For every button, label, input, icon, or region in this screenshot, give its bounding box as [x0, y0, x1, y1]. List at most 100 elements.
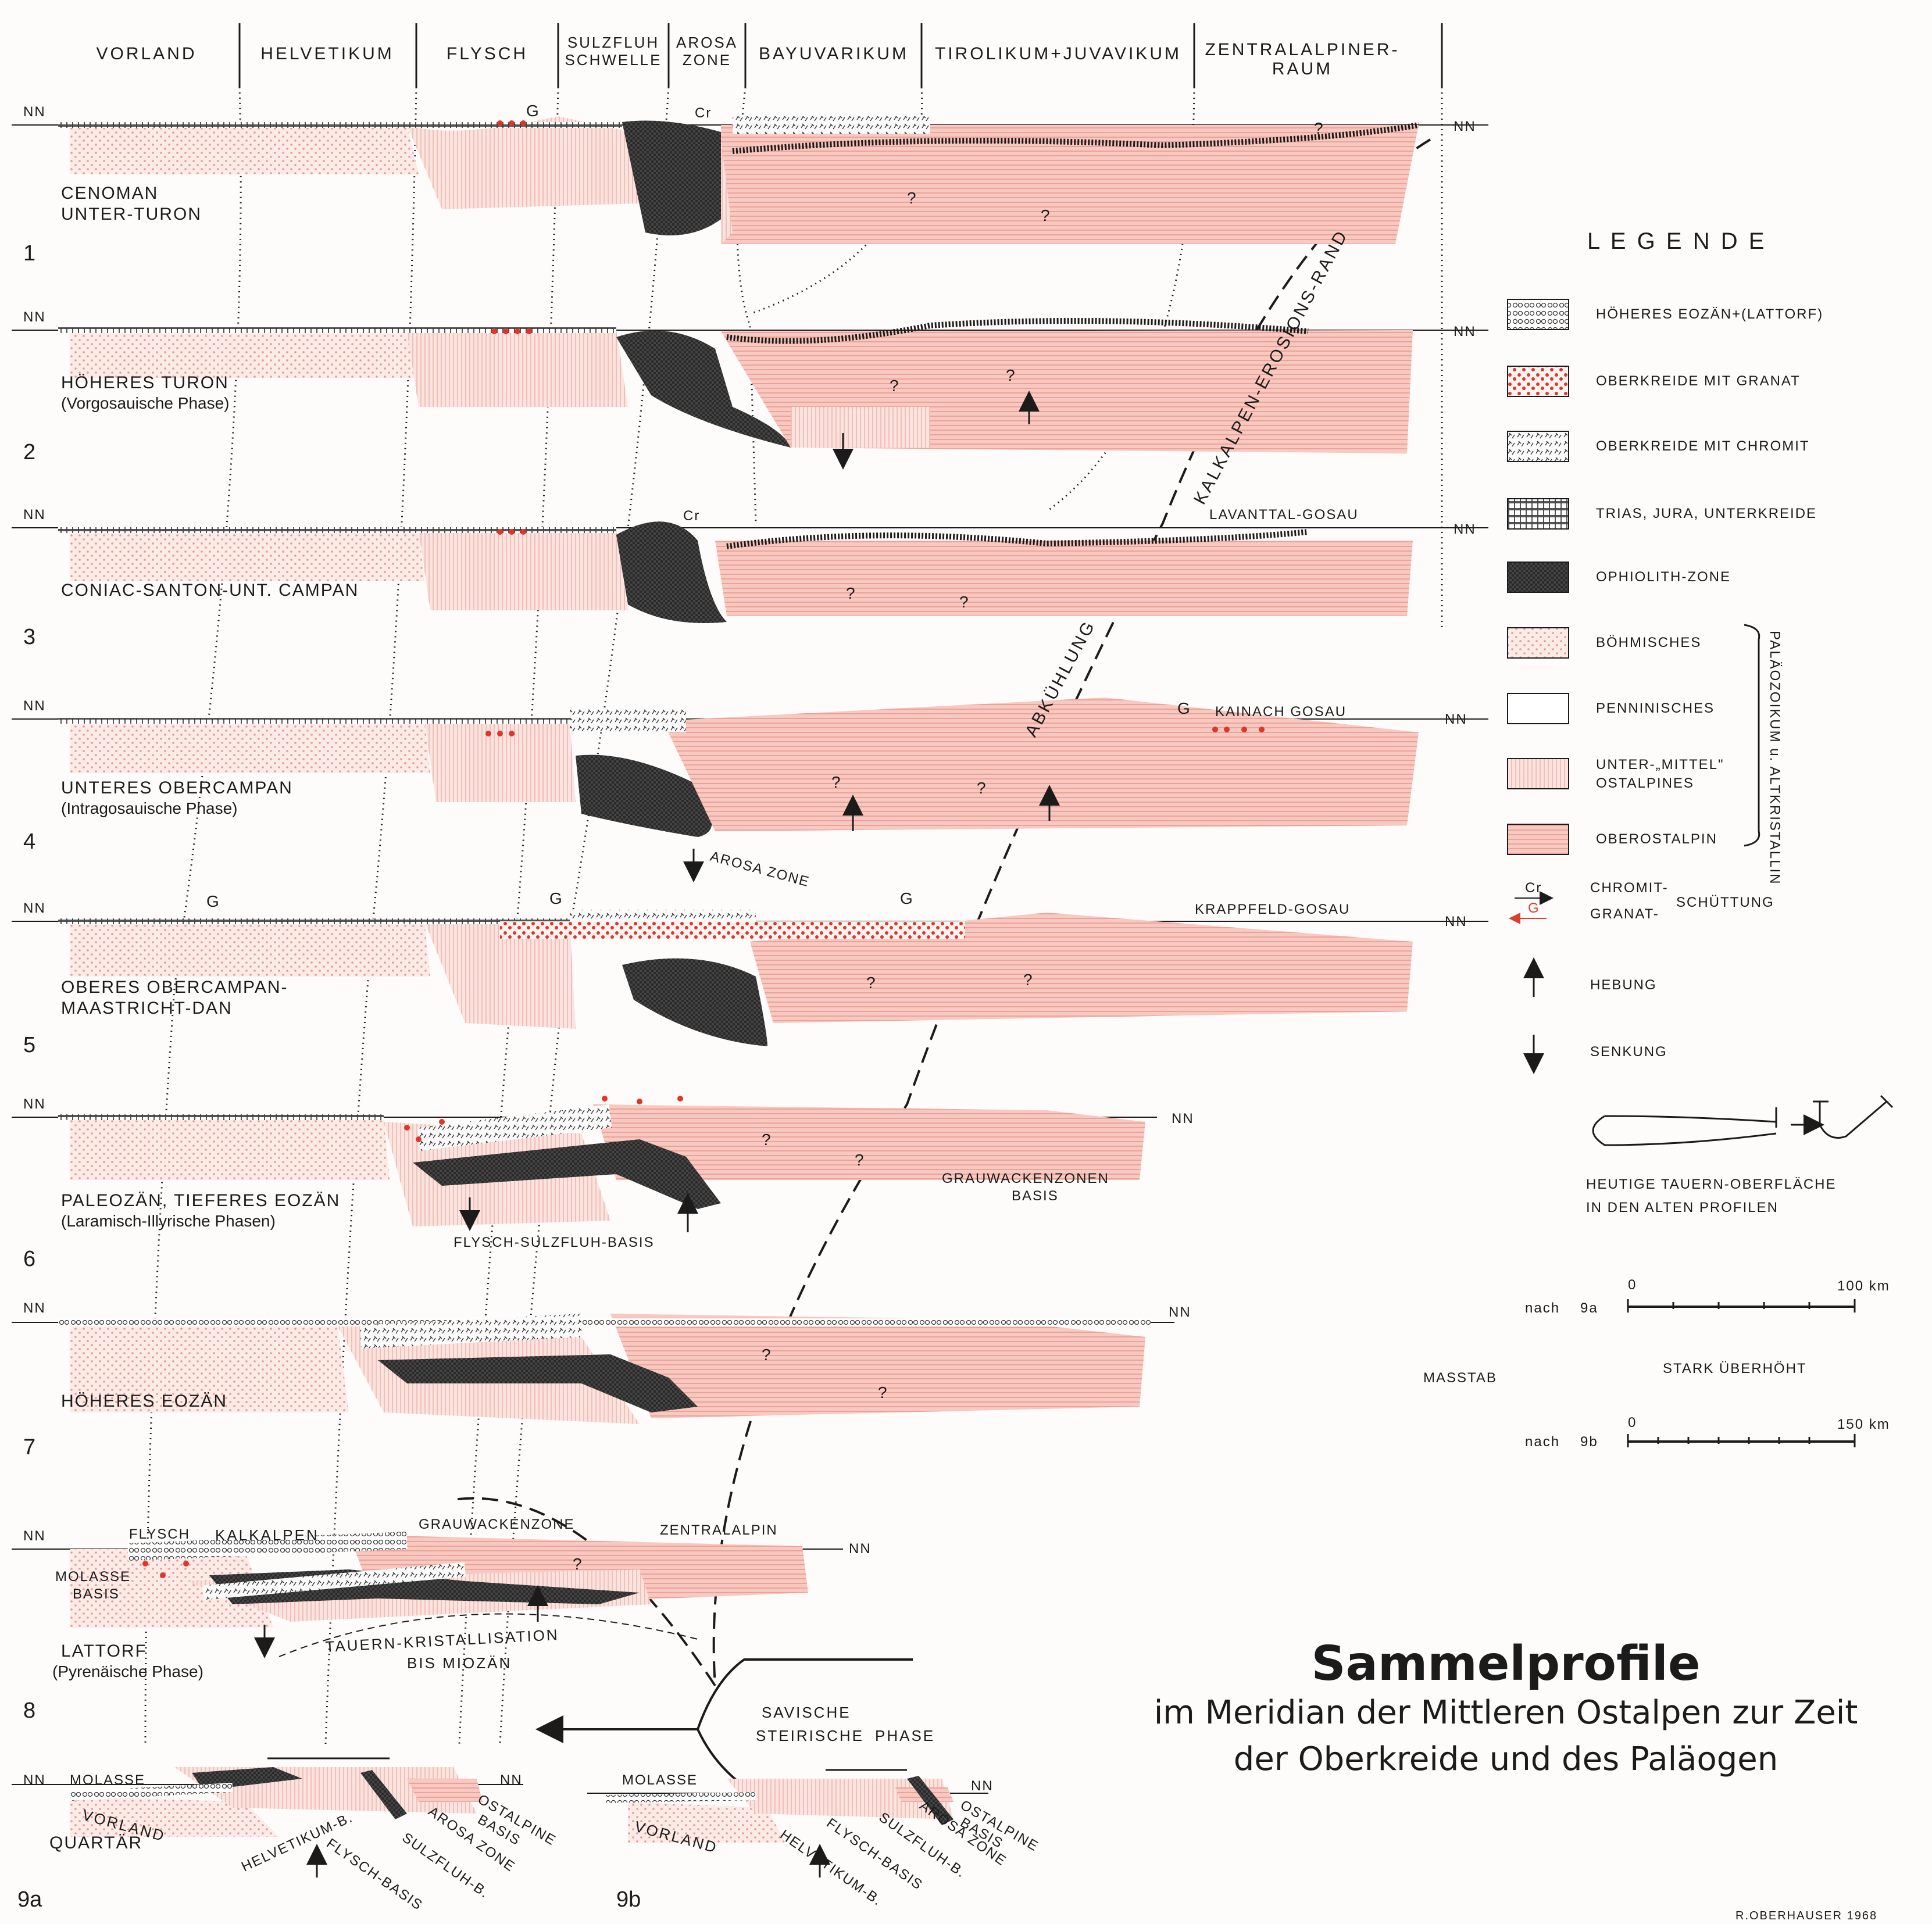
unknown-marker: ? — [977, 779, 986, 797]
unknown-marker: ? — [878, 1383, 887, 1401]
scale-ref-a: 9a — [1580, 1300, 1598, 1316]
profile-2-phase: (Vorgosauische Phase) — [61, 394, 230, 412]
nn-left: NN — [23, 1096, 46, 1112]
scale-nach-b: nach — [1525, 1434, 1560, 1450]
zone-bayuvarikum: BAYUVARIKUM — [759, 44, 909, 63]
unknown-marker: ? — [1006, 366, 1015, 384]
ophiolith-5 — [622, 958, 767, 1046]
profile-8-phase: (Pyrenäische Phase) — [52, 1662, 203, 1680]
unknown-marker: ? — [762, 1346, 771, 1364]
zone-zentralalpin: ZENTRALALPINER- — [1205, 40, 1399, 59]
zone-sulzfluh: SULZFLUH — [567, 34, 659, 51]
unknown-marker: ? — [1041, 206, 1050, 224]
p8-molasse: MOLASSE — [55, 1569, 131, 1585]
granat-marker: G — [526, 102, 539, 120]
unknown-marker: ? — [831, 773, 841, 791]
profile-8: NN NN FLYSCH KALKALPEN GRAUWACKENZONE ZE… — [12, 1517, 872, 1723]
savische-label: SAVISCHE — [762, 1704, 851, 1721]
zone-dividers — [238, 23, 1443, 87]
nn-left: NN — [23, 900, 46, 916]
legend-cr: Cr — [1525, 880, 1542, 896]
grauwacken-basis-label: BASIS — [1012, 1188, 1059, 1204]
legend-granat: GRANAT- — [1590, 906, 1659, 922]
legend-tauern-2: IN DEN ALTEN PROFILEN — [1586, 1200, 1779, 1215]
legend-swatch-penninisch — [1507, 693, 1569, 724]
profile-1: NN NN G Cr ? ? ? CENOMAN UNTER-TURON 1 — [12, 102, 1488, 266]
profile-7: NN NN ? ? HÖHERES EOZÄN 7 — [12, 1300, 1190, 1460]
nn-left: NN — [23, 698, 46, 714]
legend-item: UNTER-„MITTEL" — [1596, 757, 1724, 773]
granat-marker: G — [900, 889, 913, 907]
profile-4: NN NN G KAINACH GOSAU AROSA ZONE ? ? UNT… — [12, 698, 1488, 890]
profile-2: NN NN ? ? HÖHERES TURON (Vorgosauische P… — [12, 309, 1488, 470]
legend-swatch-trias — [1507, 498, 1569, 530]
unknown-marker: ? — [855, 1151, 864, 1169]
legend-swatch-unterostalpin — [1507, 758, 1569, 789]
legend-swatch-boehmisch — [1507, 627, 1569, 659]
legend-item: OBERKREIDE MIT CHROMIT — [1596, 438, 1810, 454]
profile-8-number: 8 — [23, 1698, 35, 1723]
profile-9a-number: 9a — [17, 1887, 42, 1912]
profile-1-number: 1 — [23, 241, 35, 266]
zone-schwelle: SCHWELLE — [565, 51, 662, 69]
p8-zentralalpin: ZENTRALALPIN — [660, 1522, 778, 1538]
nn-right: NN — [849, 1541, 872, 1557]
profile-2-number: 2 — [23, 440, 35, 464]
grauwacken-label: GRAUWACKENZONEN — [942, 1171, 1109, 1186]
nn-right: NN — [1445, 711, 1467, 727]
flysch-sulzfluh-basis-label: FLYSCH-SULZFLUH-BASIS — [453, 1235, 655, 1250]
scale-ref-b: 9b — [1580, 1434, 1598, 1450]
profile-1-name: CENOMAN — [61, 184, 158, 203]
legend-item: OBERKREIDE MIT GRANAT — [1596, 373, 1801, 389]
granat-marker: G — [1177, 699, 1190, 717]
profile-6-name: PALEOZÄN, TIEFERES EOZÄN — [61, 1191, 340, 1210]
unknown-marker: ? — [573, 1555, 582, 1573]
phase-label: PHASE — [875, 1727, 935, 1744]
profile-9a-name: QUARTÄR — [49, 1833, 142, 1853]
granat-marker: G — [206, 892, 219, 910]
nn-right: NN — [500, 1772, 523, 1788]
profile-9b-number: 9b — [616, 1887, 641, 1912]
phase-arrow: SAVISCHE STEIRISCHE PHASE — [535, 1658, 935, 1791]
legend-item: PENNINISCHES — [1596, 700, 1715, 716]
nn-right: NN — [1445, 914, 1467, 929]
nn-left: NN — [23, 1772, 46, 1788]
zone-arosa-zone: ZONE — [683, 51, 731, 69]
nn-right: NN — [1454, 119, 1476, 134]
legend-swatch-granat — [1507, 366, 1569, 397]
chromit-marker: Cr — [695, 105, 712, 121]
zone-tirolikum: TIROLIKUM+JUVAVIKUM — [935, 44, 1181, 63]
legend-swatch-ophiolith — [1507, 562, 1569, 593]
molasse-label-9b: MOLASSE — [622, 1772, 698, 1788]
scale-exaggeration: STARK ÜBERHÖHT — [1663, 1361, 1807, 1376]
ophiolith-2 — [616, 330, 791, 448]
nn-right: NN — [1454, 324, 1476, 339]
ophiolith-4 — [576, 754, 712, 837]
unknown-marker: ? — [1314, 119, 1323, 137]
kainach-label: KAINACH GOSAU — [1215, 704, 1347, 720]
profile-5-name2: MAASTRICHT-DAN — [61, 999, 233, 1018]
legend-item-line2: OSTALPINES — [1596, 775, 1694, 791]
helvetikum-basis-label-9b: HELVETIKUM-B. — [777, 1827, 885, 1909]
legend-g: G — [1528, 900, 1540, 916]
scale-max-b: 150 km — [1837, 1417, 1890, 1432]
unknown-marker: ? — [846, 584, 855, 602]
nn-right: NN — [1172, 1111, 1194, 1126]
scale-zero-a: 0 — [1628, 1277, 1637, 1293]
unknown-marker: ? — [890, 377, 899, 395]
nn-left: NN — [23, 309, 46, 325]
legend-senkung: SENKUNG — [1590, 1044, 1667, 1060]
nn-right: NN — [971, 1778, 994, 1794]
legend-item: BÖHMISCHES — [1596, 635, 1701, 650]
ophiolith-6 — [413, 1139, 721, 1209]
profile-7-number: 7 — [23, 1435, 35, 1460]
lavanttal-label: LAVANTTAL-GOSAU — [1209, 507, 1359, 523]
krappfeld-label: KRAPPFELD-GOSAU — [1195, 902, 1350, 917]
p8-basis: BASIS — [73, 1586, 120, 1602]
profile-4-number: 4 — [23, 829, 35, 854]
granat-marker: G — [549, 889, 562, 907]
profile-5-number: 5 — [23, 1033, 35, 1057]
legend-item: HÖHERES EOZÄN+(LATTORF) — [1596, 306, 1823, 322]
unknown-marker: ? — [762, 1131, 771, 1149]
